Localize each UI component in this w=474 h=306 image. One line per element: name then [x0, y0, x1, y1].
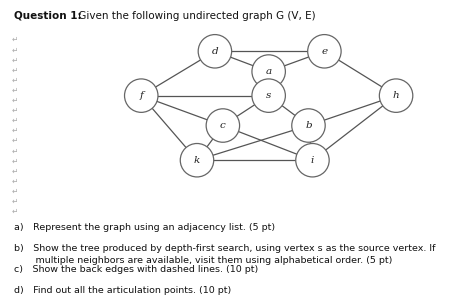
Ellipse shape [308, 35, 341, 68]
Text: Given the following undirected graph G (V, E): Given the following undirected graph G (… [75, 11, 316, 21]
Text: ↵: ↵ [12, 65, 18, 74]
Ellipse shape [180, 144, 214, 177]
Text: ↵: ↵ [12, 116, 18, 125]
Ellipse shape [125, 79, 158, 112]
Text: ↵: ↵ [12, 146, 18, 155]
Ellipse shape [206, 109, 239, 142]
Ellipse shape [296, 144, 329, 177]
Text: s: s [266, 91, 271, 100]
Text: ↵: ↵ [12, 76, 18, 84]
Ellipse shape [252, 55, 285, 88]
Ellipse shape [252, 79, 285, 112]
Text: ↵: ↵ [12, 156, 18, 165]
Text: Question 1:: Question 1: [14, 11, 82, 21]
Text: ↵: ↵ [12, 166, 18, 175]
Text: a) Represent the graph using an adjacency list. (5 pt): a) Represent the graph using an adjacenc… [14, 223, 275, 232]
Text: d) Find out all the articulation points. (10 pt): d) Find out all the articulation points.… [14, 286, 231, 295]
Text: ↵: ↵ [12, 197, 18, 206]
Text: ↵: ↵ [12, 106, 18, 115]
Text: ↵: ↵ [12, 187, 18, 196]
Text: ↵: ↵ [12, 55, 18, 64]
Text: ↵: ↵ [12, 35, 18, 44]
Text: ↵: ↵ [12, 126, 18, 135]
Text: ↵: ↵ [12, 177, 18, 185]
Text: c: c [220, 121, 226, 130]
Text: d: d [211, 47, 218, 56]
Text: ↵: ↵ [12, 45, 18, 54]
Text: h: h [393, 91, 400, 100]
Ellipse shape [292, 109, 325, 142]
Ellipse shape [379, 79, 413, 112]
Text: b: b [305, 121, 312, 130]
Ellipse shape [198, 35, 232, 68]
Text: i: i [311, 156, 314, 165]
Text: ↵: ↵ [12, 207, 18, 216]
Text: c) Show the back edges with dashed lines. (10 pt): c) Show the back edges with dashed lines… [14, 265, 258, 274]
Text: f: f [139, 91, 143, 100]
Text: b) Show the tree produced by depth-first search, using vertex s as the source ve: b) Show the tree produced by depth-first… [14, 244, 436, 265]
Text: e: e [321, 47, 328, 56]
Text: ↵: ↵ [12, 86, 18, 95]
Text: ↵: ↵ [12, 136, 18, 145]
Text: ↵: ↵ [12, 96, 18, 105]
Text: k: k [194, 156, 200, 165]
Text: a: a [265, 67, 272, 76]
